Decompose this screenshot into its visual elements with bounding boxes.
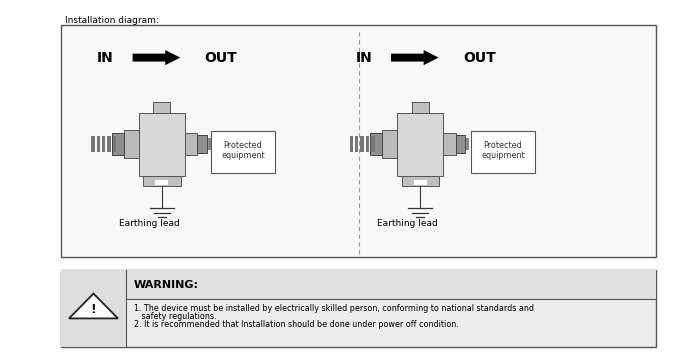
Bar [61, 270, 656, 347]
Bar [218, 138, 220, 150]
Bar [113, 136, 116, 152]
Bar [61, 270, 126, 347]
Bar [382, 130, 397, 158]
Bar [471, 131, 535, 173]
Bar [355, 136, 358, 152]
Bar [370, 133, 382, 155]
Text: Installation diagram:: Installation diagram: [65, 16, 158, 25]
Bar [208, 138, 211, 150]
Text: WARNING:: WARNING: [134, 280, 199, 290]
Bar [456, 135, 465, 153]
Bar [211, 131, 275, 173]
Bar [366, 136, 369, 152]
Text: Earthing lead: Earthing lead [377, 219, 438, 228]
Bar [107, 136, 111, 152]
Bar [481, 138, 483, 150]
Bar [412, 102, 428, 112]
Bar [413, 180, 427, 185]
Bar [97, 136, 100, 152]
Bar [397, 112, 443, 176]
FancyArrow shape [391, 50, 439, 65]
Bar [155, 180, 169, 185]
Bar [124, 130, 139, 158]
Text: OUT: OUT [205, 51, 237, 64]
Bar [139, 112, 185, 176]
Text: Earthing lead: Earthing lead [119, 219, 180, 228]
Text: 2. It is recommended that Installation should be done under power off condition.: 2. It is recommended that Installation s… [134, 320, 459, 329]
Bar [213, 138, 216, 150]
Text: Protected: Protected [483, 141, 522, 150]
Text: OUT: OUT [463, 51, 496, 64]
Bar [153, 102, 170, 112]
Bar [222, 138, 225, 150]
Bar [143, 175, 180, 186]
Bar [102, 136, 105, 152]
Text: 1. The device must be installed by electrically skilled person, conforming to na: 1. The device must be installed by elect… [134, 304, 534, 313]
FancyArrow shape [133, 50, 180, 65]
Bar [371, 136, 375, 152]
Bar [112, 133, 124, 155]
Text: IN: IN [356, 51, 372, 64]
Bar [466, 138, 469, 150]
Bar [126, 270, 656, 300]
Bar [476, 138, 479, 150]
Text: safety regulations.: safety regulations. [134, 312, 216, 321]
Text: IN: IN [97, 51, 114, 64]
Bar [91, 136, 95, 152]
Bar [61, 25, 656, 257]
Bar [443, 133, 456, 155]
Polygon shape [69, 294, 118, 318]
Text: !: ! [90, 303, 97, 316]
Text: equipment: equipment [481, 151, 525, 160]
Bar [350, 136, 353, 152]
Bar [471, 138, 474, 150]
Bar [185, 133, 197, 155]
Bar [360, 136, 364, 152]
Bar [197, 135, 207, 153]
Text: Protected: Protected [224, 141, 262, 150]
Bar [401, 175, 439, 186]
Text: equipment: equipment [221, 151, 265, 160]
